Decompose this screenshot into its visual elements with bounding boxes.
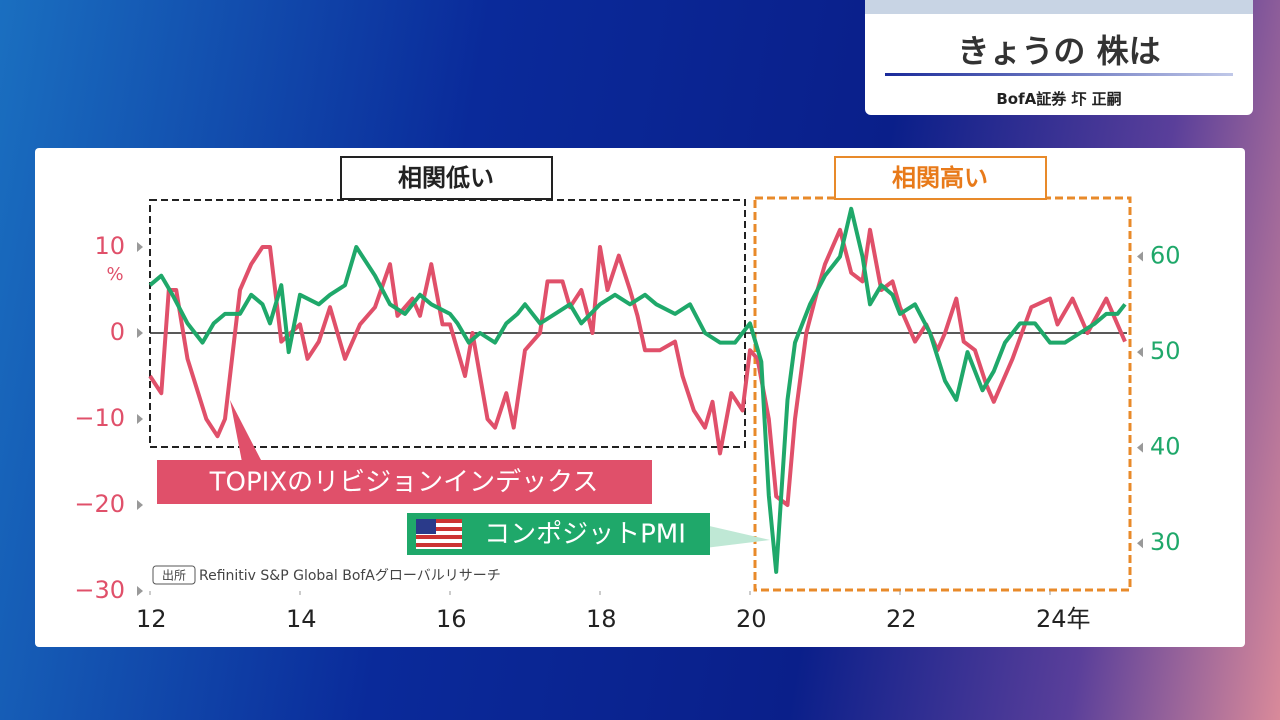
us-flag <box>416 519 462 549</box>
y2-tick-label: 30 <box>1150 528 1181 556</box>
x-tick-label: 12 <box>136 605 167 633</box>
y2-tick-label: 40 <box>1150 433 1181 461</box>
x-tick-label: 16 <box>436 605 467 633</box>
source-tag: 出所 <box>162 569 186 583</box>
x-tick-label: 18 <box>586 605 617 633</box>
y-tick-mark <box>137 500 143 510</box>
source: Refinitiv S&P Global BofAグローバルリサーチ <box>199 568 501 584</box>
x-tick-label: 24年 <box>1036 605 1091 633</box>
source-tag-frame <box>152 565 196 585</box>
axis-unit: % <box>106 264 123 285</box>
box-label-frame <box>834 156 1047 200</box>
box-label: 相関低い <box>398 164 494 192</box>
y2-tick-label: 50 <box>1150 337 1181 365</box>
header-card: きょうの 株は BofA証券 圷 正嗣 <box>865 0 1253 115</box>
y2-tick-label: 60 <box>1150 242 1181 270</box>
box-label-frame <box>340 156 553 200</box>
y-tick-label: 10 <box>94 232 125 260</box>
y2-tick-mark <box>1137 347 1143 358</box>
legend-label: コンポジットPMI <box>484 520 686 550</box>
y-tick-label: −30 <box>74 576 125 604</box>
header-bar <box>865 0 1253 14</box>
x-tick-label: 14 <box>286 605 317 633</box>
box-label: 相関高い <box>892 164 988 192</box>
y-tick-label: −20 <box>74 490 125 518</box>
header-title: きょうの 株は <box>957 32 1161 70</box>
x-tick-label: 20 <box>736 605 767 633</box>
header-subtitle: BofA証券 圷 正嗣 <box>996 90 1122 108</box>
legend-label: TOPIXのリビジョンインデックス <box>209 468 599 498</box>
y-tick-mark <box>137 586 143 596</box>
y-tick-label: −10 <box>74 404 125 432</box>
callout-pointer <box>230 400 262 462</box>
chart-panel <box>35 148 1245 647</box>
series-line <box>148 206 1127 574</box>
y-tick-mark <box>137 328 143 338</box>
y-tick-mark <box>137 414 143 424</box>
series-label-box <box>157 460 652 504</box>
callout-pointer <box>705 525 770 548</box>
y2-tick-mark <box>1137 538 1143 549</box>
y2-tick-mark <box>1137 442 1143 453</box>
y-tick-mark <box>137 242 143 252</box>
x-tick-label: 22 <box>886 605 917 633</box>
header-rule <box>885 73 1233 76</box>
y-tick-label: 0 <box>110 318 125 346</box>
y2-tick-mark <box>1137 251 1143 262</box>
